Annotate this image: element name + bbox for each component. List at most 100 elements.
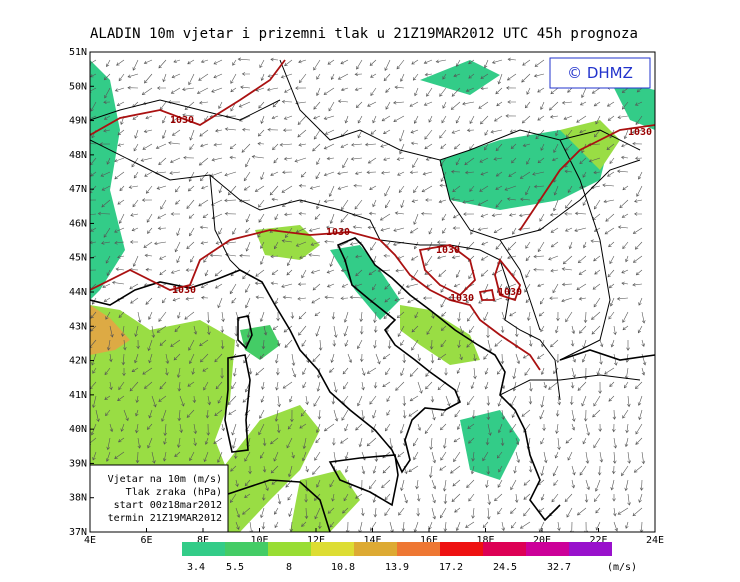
wind-arrow bbox=[551, 157, 559, 162]
wind-arrow bbox=[523, 493, 531, 500]
wind-arrow bbox=[101, 185, 111, 191]
wind-arrow bbox=[569, 395, 574, 406]
wind-arrow bbox=[468, 73, 475, 79]
wind-arrow bbox=[540, 395, 545, 408]
wind-arrow bbox=[555, 325, 559, 334]
wind-arrow bbox=[468, 59, 475, 65]
isobar-label: 1030 bbox=[170, 115, 194, 126]
wind-arrow bbox=[384, 59, 391, 72]
wind-arrow bbox=[423, 101, 433, 106]
wind-arrow bbox=[564, 227, 573, 232]
wind-arrow bbox=[509, 129, 517, 133]
wind-arrow bbox=[173, 59, 181, 63]
wind-arrow bbox=[186, 199, 195, 210]
wind-arrow bbox=[595, 521, 601, 531]
wind-arrow bbox=[555, 423, 559, 434]
wind-arrow bbox=[413, 213, 419, 225]
wind-arrow bbox=[523, 479, 531, 486]
wind-arrow bbox=[159, 255, 167, 260]
wind-arrow bbox=[235, 479, 239, 488]
wind-arrow bbox=[270, 281, 279, 286]
wind-arrow bbox=[147, 437, 153, 449]
wind-arrow bbox=[272, 143, 279, 151]
wind-arrow bbox=[382, 381, 391, 388]
wind-arrow bbox=[495, 199, 503, 208]
wind-arrow bbox=[117, 129, 125, 136]
wind-arrow bbox=[442, 227, 447, 234]
wind-arrow bbox=[634, 199, 643, 203]
wind-arrow bbox=[507, 57, 517, 62]
wind-arrow bbox=[567, 185, 573, 193]
wind-arrow bbox=[382, 353, 391, 360]
wind-arrow bbox=[213, 142, 223, 147]
lat-label: 39N bbox=[69, 458, 87, 469]
wind-arrow bbox=[261, 339, 266, 350]
wind-arrow bbox=[156, 185, 167, 190]
wind-arrow bbox=[281, 185, 293, 193]
wind-arrow bbox=[187, 185, 195, 192]
wind-arrow bbox=[199, 225, 209, 230]
wind-arrow bbox=[548, 381, 559, 390]
wind-arrow bbox=[550, 87, 559, 95]
wind-arrow bbox=[241, 143, 251, 153]
wind-arrow bbox=[521, 115, 531, 124]
wind-arrow bbox=[217, 451, 223, 463]
wind-arrow bbox=[274, 297, 279, 305]
wind-arrow bbox=[625, 353, 630, 363]
wind-arrow bbox=[494, 493, 503, 502]
wind-arrow bbox=[120, 423, 125, 432]
wind-arrow bbox=[106, 339, 111, 351]
wind-arrow bbox=[286, 255, 293, 267]
wind-arrow bbox=[137, 437, 142, 449]
wind-arrow bbox=[505, 114, 517, 118]
wind-arrow bbox=[477, 199, 489, 206]
wind-arrow bbox=[581, 395, 587, 407]
wind-arrow bbox=[353, 183, 363, 188]
info-line: Vjetar na 10m (m/s) bbox=[108, 474, 222, 485]
wind-arrow bbox=[213, 437, 223, 444]
wind-arrow bbox=[200, 59, 209, 64]
wind-arrow bbox=[258, 199, 265, 208]
wind-arrow bbox=[271, 197, 279, 202]
wind-arrow bbox=[440, 143, 447, 149]
wind-arrow bbox=[304, 493, 308, 503]
wind-arrow bbox=[351, 143, 363, 147]
wind-arrow bbox=[538, 311, 545, 317]
wind-arrow bbox=[555, 129, 559, 137]
lon-label: 20E bbox=[533, 535, 551, 546]
wind-arrow bbox=[277, 493, 282, 505]
wind-arrow bbox=[465, 87, 475, 92]
wind-arrow bbox=[193, 423, 198, 435]
wind-arrow bbox=[229, 143, 237, 150]
wind-arrow bbox=[584, 493, 589, 503]
wind-arrow bbox=[527, 311, 531, 321]
lon-label: 16E bbox=[420, 535, 438, 546]
wind-arrow bbox=[384, 185, 391, 197]
wind-arrow bbox=[143, 59, 153, 65]
wind-arrow bbox=[635, 269, 643, 276]
wind-arrow bbox=[218, 227, 223, 235]
wind-arrow bbox=[383, 311, 391, 320]
wind-arrow bbox=[465, 297, 475, 303]
wind-arrow bbox=[515, 437, 520, 446]
wind-arrow bbox=[318, 521, 322, 530]
wind-arrow bbox=[354, 199, 363, 210]
wind-arrow bbox=[106, 157, 111, 165]
wind-arrow bbox=[135, 395, 140, 404]
wind-arrow bbox=[344, 451, 349, 460]
wind-arrow bbox=[611, 465, 616, 475]
wind-arrow bbox=[235, 507, 241, 518]
wind-arrow bbox=[373, 381, 378, 389]
wind-arrow bbox=[486, 395, 491, 406]
wind-arrow bbox=[359, 325, 364, 335]
wind-arrow bbox=[524, 283, 531, 293]
wind-arrow bbox=[459, 353, 463, 361]
wind-arrow bbox=[634, 212, 643, 216]
wind-arrow bbox=[143, 241, 153, 248]
wind-arrow bbox=[455, 521, 461, 532]
wind-arrow bbox=[512, 227, 517, 235]
wind-arrow bbox=[384, 493, 391, 501]
wind-arrow bbox=[314, 213, 321, 220]
wind-arrow bbox=[514, 493, 519, 503]
wind-arrow bbox=[552, 283, 559, 294]
